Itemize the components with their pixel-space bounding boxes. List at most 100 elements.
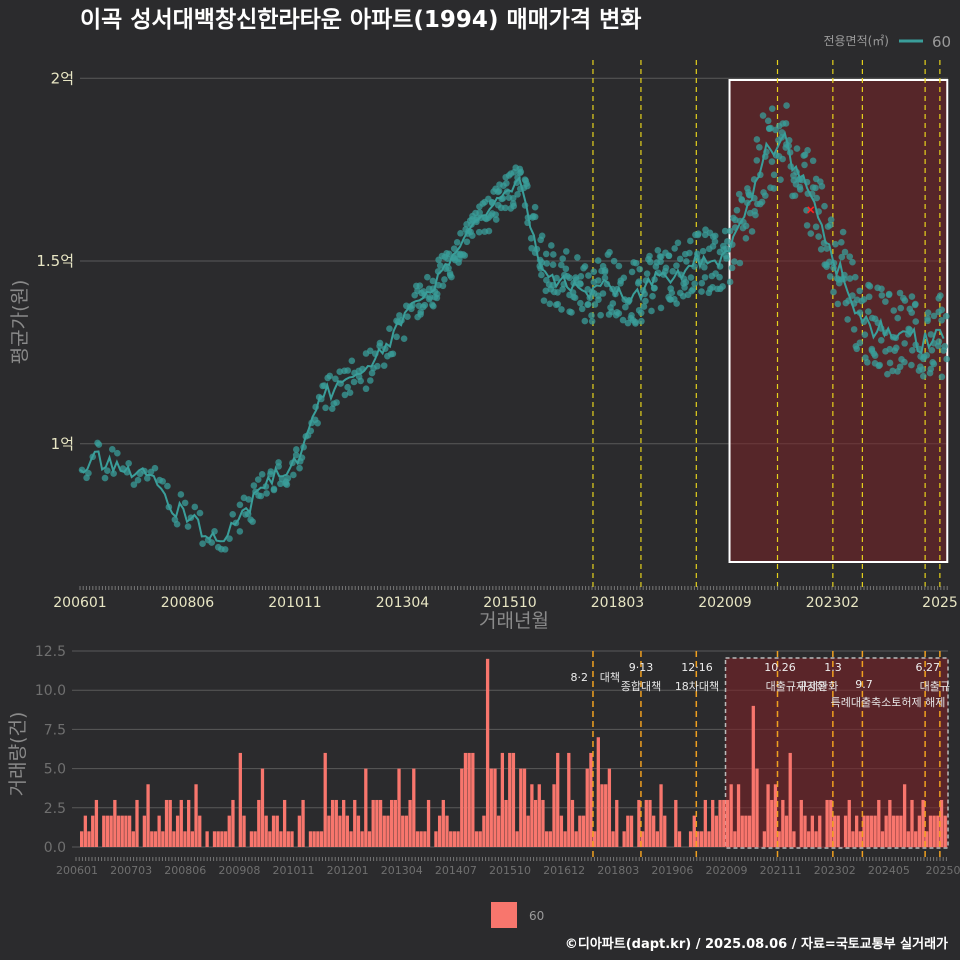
price-point (549, 261, 557, 269)
volume-bar (884, 815, 888, 847)
price-point (571, 294, 579, 302)
volume-bar (338, 815, 342, 847)
price-point (104, 467, 111, 475)
volume-bar (747, 815, 752, 847)
price-point (838, 253, 846, 261)
volume-bar (899, 815, 903, 847)
volume-bar (146, 784, 150, 847)
price-point (229, 511, 237, 518)
price-point (558, 261, 565, 269)
price-point (838, 238, 845, 246)
price-point (445, 250, 453, 258)
volume-bar (227, 815, 231, 847)
volume-bar (279, 831, 283, 847)
volume-bar (456, 831, 460, 847)
volume-bar (105, 815, 110, 847)
price-point (424, 273, 431, 281)
price-point (896, 289, 904, 297)
volume-bar (415, 831, 420, 847)
price-point (328, 405, 336, 412)
price-point (577, 280, 584, 288)
x-tick-volume: 201201 (327, 864, 369, 877)
price-point (897, 304, 905, 312)
volume-bar (187, 799, 191, 847)
price-point (448, 273, 455, 281)
volume-bar (401, 815, 405, 847)
volume-bar (190, 831, 195, 847)
volume-bar (640, 831, 645, 847)
volume-bar (194, 784, 198, 847)
volume-bar (626, 815, 630, 847)
volume-bar (131, 831, 135, 847)
x-axis-title: 거래년월 (479, 610, 549, 632)
volume-bar (570, 799, 575, 847)
price-point (826, 221, 834, 229)
price-point (804, 146, 811, 154)
price-point (457, 230, 464, 237)
volume-bar (253, 831, 257, 847)
price-point (900, 294, 907, 302)
price-point (492, 211, 499, 218)
price-point (634, 279, 642, 287)
price-point (742, 222, 750, 230)
price-point (622, 303, 629, 311)
price-point (177, 491, 185, 498)
price-point (292, 451, 300, 459)
price-point (396, 312, 403, 319)
price-point (756, 200, 764, 208)
price-point (846, 253, 854, 260)
y-tick-price: 1억 (51, 435, 74, 453)
price-point (501, 204, 509, 212)
price-point (344, 383, 351, 391)
volume-bar (478, 831, 482, 847)
price-point (433, 290, 441, 298)
price-point (846, 275, 854, 282)
price-point (689, 286, 697, 293)
price-point (676, 255, 684, 263)
price-point (728, 264, 736, 272)
price-point (711, 238, 719, 245)
price-point (926, 369, 934, 377)
price-point (791, 192, 799, 199)
price-point (640, 303, 648, 310)
volume-bar (644, 799, 648, 847)
price-point (296, 464, 303, 472)
price-point (585, 272, 592, 279)
volume-bar (792, 831, 796, 847)
price-point (669, 267, 676, 275)
volume-bar (471, 752, 475, 847)
price-point (344, 367, 352, 374)
price-point (341, 391, 349, 399)
volume-bar (164, 799, 169, 847)
price-point (516, 165, 524, 173)
volume-bar (238, 752, 242, 847)
price-point (326, 372, 334, 380)
price-point (651, 284, 658, 292)
annotation-date: 10.26 (764, 661, 796, 674)
volume-bar (172, 831, 176, 847)
x-tick-volume: 202302 (814, 864, 856, 877)
price-point (864, 359, 871, 366)
price-point (886, 359, 894, 367)
annotation-text: 종합대책 (621, 680, 661, 693)
price-point (726, 227, 734, 235)
price-point (929, 358, 937, 366)
price-point (665, 252, 673, 260)
volume-bar (342, 799, 346, 847)
price-point (924, 309, 932, 317)
annotation-date: 8·2 (571, 671, 589, 684)
x-tick-price: 202302 (806, 595, 859, 611)
volume-bar (925, 831, 929, 847)
volume-bar (102, 815, 106, 847)
price-point (453, 239, 461, 246)
price-point (691, 280, 698, 288)
price-point (173, 520, 181, 528)
price-point (826, 273, 834, 280)
volume-bar (810, 815, 815, 847)
y-tick-price: 2억 (51, 69, 74, 87)
volume-bar (282, 799, 287, 847)
volume-bar (83, 815, 87, 847)
price-point (314, 419, 321, 427)
price-point (748, 228, 756, 235)
top-legend: 전용면적(㎡) 60 (823, 33, 951, 51)
